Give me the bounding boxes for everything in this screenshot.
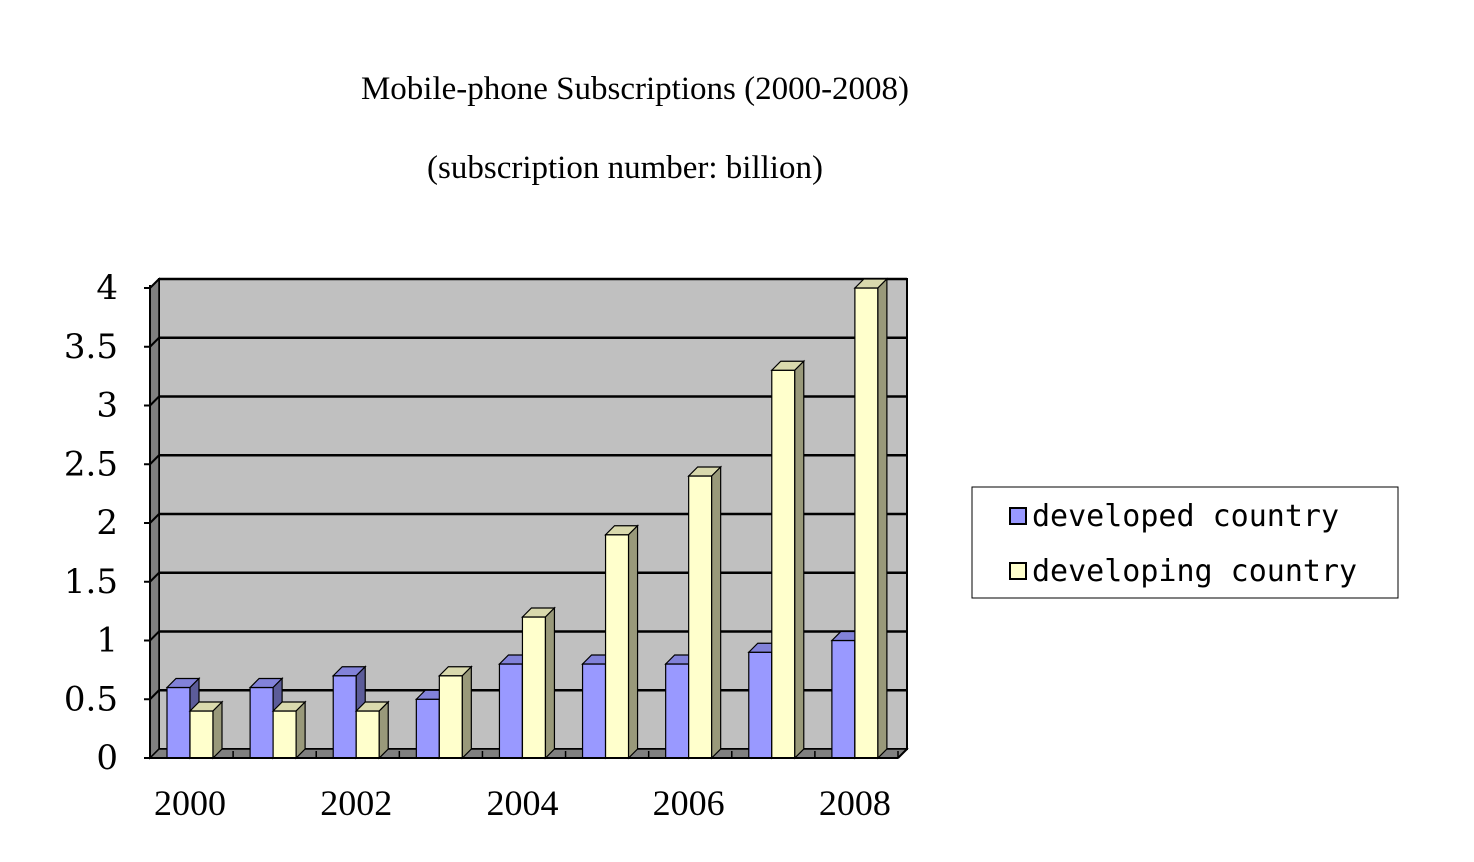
x-axis-edge [897,748,908,759]
y-tick-label: 0 [96,738,118,778]
bar [437,665,473,760]
y-tick-label: 2 [96,503,118,543]
x-tick-label: 2004 [486,783,558,823]
bar-side [212,700,223,760]
bar [853,277,889,760]
x-tick-label: 2000 [154,783,226,823]
bar-group [664,465,723,760]
bar-front [166,686,191,759]
bar-front [854,287,879,759]
legend-swatch [1009,562,1027,580]
bar-front [498,663,524,759]
legend-swatch [1009,507,1027,525]
bar [271,700,307,760]
bar-side [295,700,306,760]
bar-side [877,277,888,760]
bar-front [355,710,380,759]
bar-group [747,359,806,760]
legend: developed country developing country [971,486,1399,599]
bar [354,700,390,760]
bar-group [414,665,473,760]
bar [188,700,224,760]
bar [687,465,723,760]
bar [770,359,806,760]
gridline-side [149,454,160,465]
gridline-side [149,572,160,583]
bar-front [272,710,297,759]
bar-side [711,465,722,760]
x-axis-ticks: 2000 2002 2004 2006 2008 [149,751,899,823]
y-tick-label: 1 [96,621,118,661]
axes [149,285,908,759]
y-tick-label: 2.5 [64,444,118,484]
bar-group [165,677,224,760]
gridline-side [149,689,160,700]
bar-group [497,606,556,760]
bar-front [521,616,547,759]
x-tick-label: 2008 [819,783,891,823]
bar-front [581,663,607,759]
legend-label: developed country [1032,499,1339,534]
bar-front [189,710,214,759]
legend-box [971,486,1399,599]
gridline-side [149,395,160,407]
chart-subtitle: (subscription number: billion) [427,150,823,186]
bar-group [830,277,889,760]
y-tick-label: 3 [96,386,118,426]
gridline-side [149,337,160,348]
y-tick-label: 4 [96,268,118,308]
gridline-side [149,513,160,524]
y-tick-label: 0.5 [64,679,118,719]
bar-group [581,524,640,760]
bar-front [415,698,440,759]
bar [604,524,640,760]
y-tick-label: 1.5 [64,562,118,602]
legend-label: developing country [1032,554,1357,589]
y-tick-label: 3.5 [64,327,118,367]
bars [165,277,889,760]
bar-front [249,686,274,759]
bar-side [378,700,389,760]
bar-group [248,677,307,760]
gridline-side [149,278,160,289]
y-axis-ticks: 0 0.5 1 1.5 2 2.5 3 3.5 4 [64,268,150,778]
bar-front [438,675,463,759]
bar-front [665,663,690,759]
bar-front [831,639,856,759]
bar [520,606,556,760]
bar-front [332,675,357,759]
x-tick-label: 2002 [320,783,392,823]
bar-front [771,369,796,759]
gridline-side [149,630,160,642]
bar-side [544,606,556,760]
bar-side [794,359,805,760]
bar-front [688,475,713,759]
bar-side [627,524,639,760]
x-tick-label: 2006 [653,783,725,823]
bar-front [604,534,630,759]
bar-front [748,651,773,759]
bar-side [461,665,472,760]
chart-title: Mobile-phone Subscriptions (2000-2008) [361,71,909,107]
